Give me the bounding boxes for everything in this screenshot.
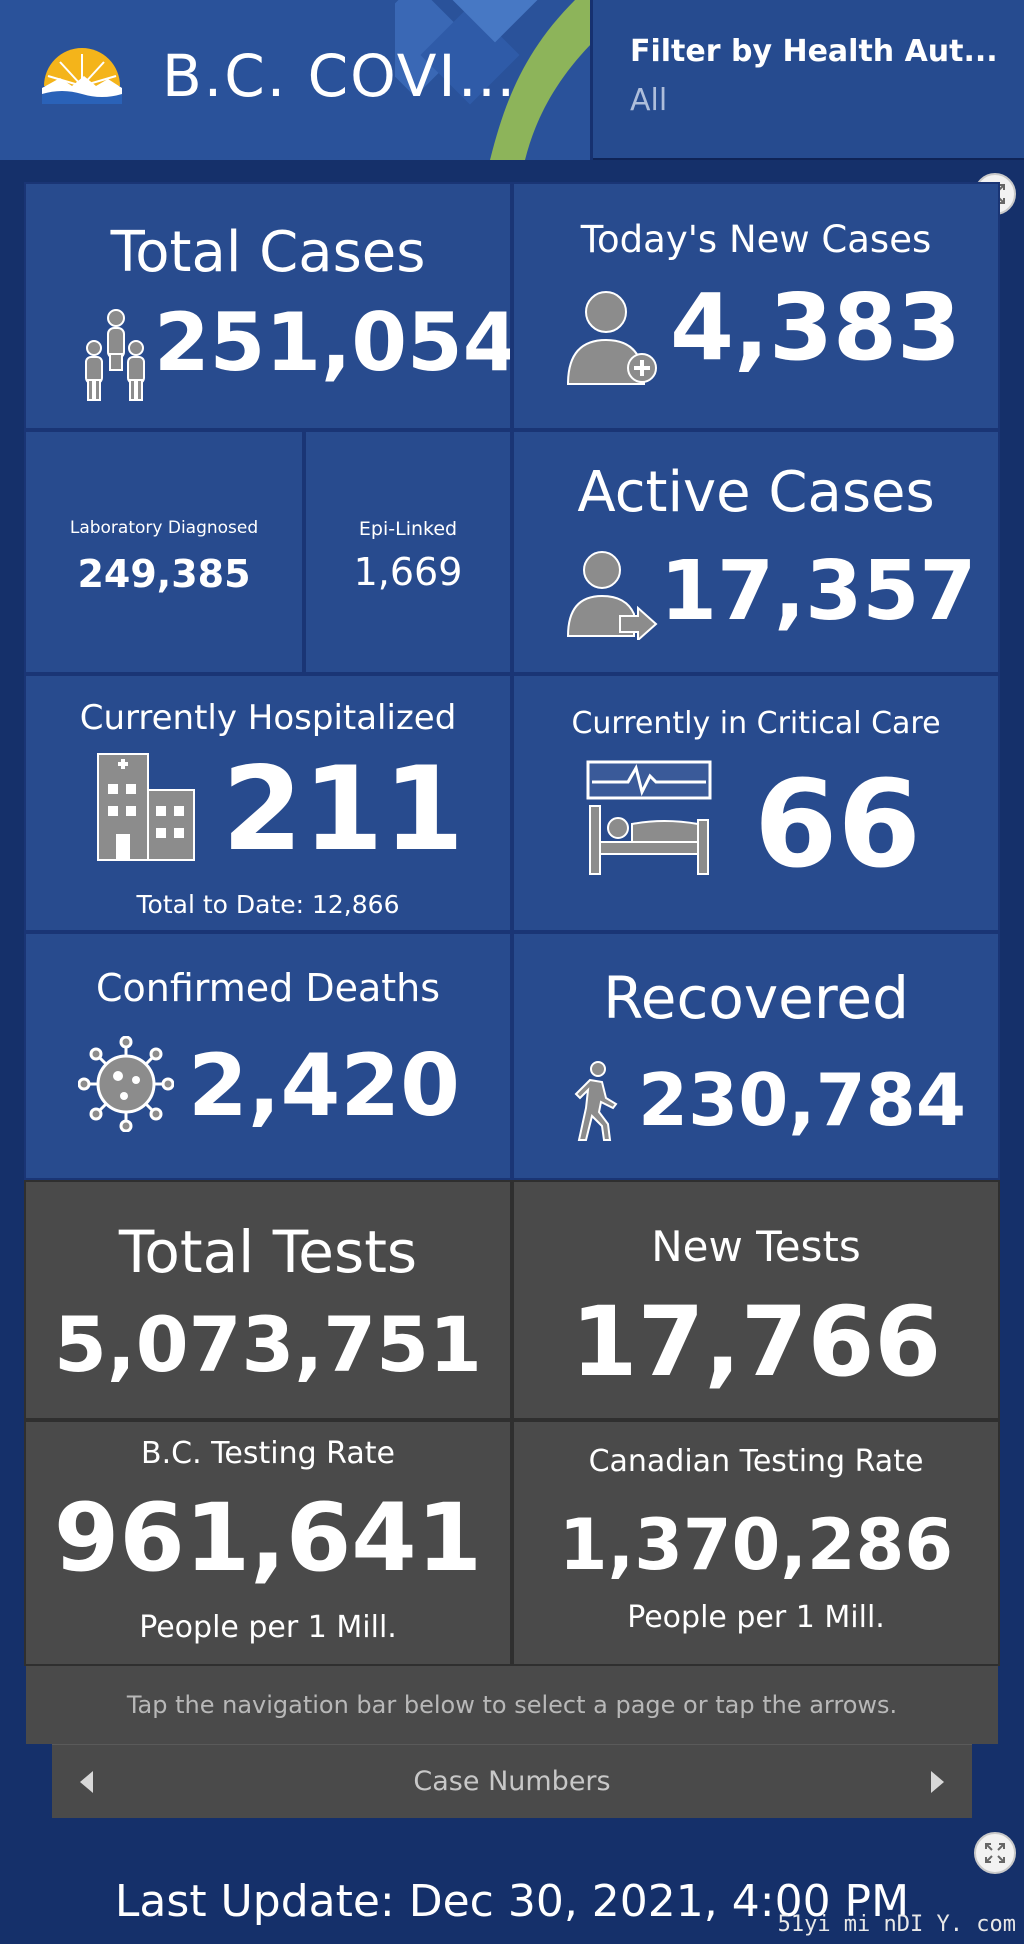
new-cases-card: Today's New Cases 4,383 bbox=[512, 182, 1000, 430]
current-page-label[interactable]: Case Numbers bbox=[413, 1766, 611, 1797]
person-add-icon bbox=[566, 291, 657, 385]
header-title-area: B.C. COVI… bbox=[0, 0, 593, 160]
lab-diagnosed-card: Laboratory Diagnosed 249,385 bbox=[24, 430, 304, 674]
hospitalized-total-to-date: Total to Date: 12,866 bbox=[136, 890, 400, 919]
deaths-card: Confirmed Deaths 2,420 bbox=[24, 932, 512, 1180]
people-group-icon bbox=[85, 309, 145, 401]
critical-care-value: 66 bbox=[754, 756, 921, 895]
lab-diagnosed-title: Laboratory Diagnosed bbox=[69, 518, 259, 538]
watermark: 51yi mi nDI Y. com bbox=[777, 1912, 1016, 1937]
total-tests-title: Total Tests bbox=[118, 1218, 418, 1286]
epi-linked-value: 1,669 bbox=[353, 550, 463, 594]
expand-icon bbox=[985, 1843, 1005, 1863]
hospitalized-card: Currently Hospitalized 211 Total to Date… bbox=[24, 674, 512, 932]
filter-label: Filter by Health Aut... bbox=[630, 34, 998, 69]
critical-care-title: Currently in Critical Care bbox=[571, 706, 941, 741]
total-cases-title: Total Cases bbox=[110, 220, 426, 285]
active-cases-title: Active Cases bbox=[577, 460, 935, 525]
new-tests-card: New Tests 17,766 bbox=[512, 1180, 1000, 1420]
bc-testing-rate-title: B.C. Testing Rate bbox=[141, 1436, 395, 1471]
epi-linked-title: Epi-Linked bbox=[358, 518, 458, 540]
walking-person-icon bbox=[574, 1061, 618, 1141]
navigation-hint: Tap the navigation bar below to select a… bbox=[26, 1666, 998, 1744]
total-tests-card: Total Tests 5,073,751 bbox=[24, 1180, 512, 1420]
epi-linked-card: Epi-Linked 1,669 bbox=[304, 430, 512, 674]
bc-testing-rate-card: B.C. Testing Rate 961,641 People per 1 M… bbox=[24, 1420, 512, 1666]
virus-icon bbox=[78, 1036, 174, 1132]
new-tests-value: 17,766 bbox=[570, 1286, 942, 1398]
page-navigation-bar[interactable]: Case Numbers bbox=[52, 1744, 972, 1818]
recovered-value: 230,784 bbox=[638, 1058, 966, 1142]
expand-footer-button[interactable] bbox=[974, 1832, 1016, 1874]
new-cases-title: Today's New Cases bbox=[580, 218, 932, 261]
health-authority-filter[interactable]: Filter by Health Aut... All bbox=[630, 34, 1000, 118]
header-pattern bbox=[395, 0, 590, 160]
app-title: B.C. COVI… bbox=[162, 42, 518, 110]
hospitalized-value: 211 bbox=[222, 742, 465, 877]
canadian-testing-rate-unit: People per 1 Mill. bbox=[627, 1600, 885, 1635]
hospital-icon bbox=[97, 753, 195, 861]
new-cases-value: 4,383 bbox=[670, 274, 962, 381]
next-page-arrow-icon[interactable] bbox=[931, 1771, 944, 1793]
bc-sun-logo-icon bbox=[42, 48, 122, 104]
hospitalized-title: Currently Hospitalized bbox=[79, 698, 457, 738]
deaths-value: 2,420 bbox=[188, 1036, 461, 1136]
recovered-title: Recovered bbox=[603, 964, 909, 1032]
previous-page-arrow-icon[interactable] bbox=[80, 1771, 93, 1793]
canadian-testing-rate-card: Canadian Testing Rate 1,370,286 People p… bbox=[512, 1420, 1000, 1666]
total-cases-value: 251,054 bbox=[154, 296, 512, 389]
recovered-card: Recovered 230,784 bbox=[512, 932, 1000, 1180]
total-cases-card: Total Cases 251,054 bbox=[24, 182, 512, 430]
deaths-title: Confirmed Deaths bbox=[95, 966, 441, 1010]
active-cases-value: 17,357 bbox=[660, 544, 977, 639]
active-cases-card: Active Cases 17,357 bbox=[512, 430, 1000, 674]
canadian-testing-rate-value: 1,370,286 bbox=[558, 1504, 954, 1586]
app-header: B.C. COVI… Filter by Health Aut... All bbox=[0, 0, 1024, 160]
canadian-testing-rate-title: Canadian Testing Rate bbox=[588, 1444, 924, 1479]
total-tests-value: 5,073,751 bbox=[54, 1300, 482, 1389]
bc-testing-rate-value: 961,641 bbox=[53, 1484, 483, 1593]
hospital-bed-icon bbox=[586, 760, 712, 875]
lab-diagnosed-value: 249,385 bbox=[77, 552, 251, 596]
new-tests-title: New Tests bbox=[651, 1222, 861, 1271]
filter-selected-value: All bbox=[630, 83, 668, 118]
person-arrow-icon bbox=[566, 551, 658, 640]
critical-care-card: Currently in Critical Care 66 bbox=[512, 674, 1000, 932]
last-update-text: Last Update: Dec 30, 2021, 4:00 PM bbox=[114, 1876, 910, 1927]
bc-testing-rate-unit: People per 1 Mill. bbox=[139, 1610, 397, 1645]
